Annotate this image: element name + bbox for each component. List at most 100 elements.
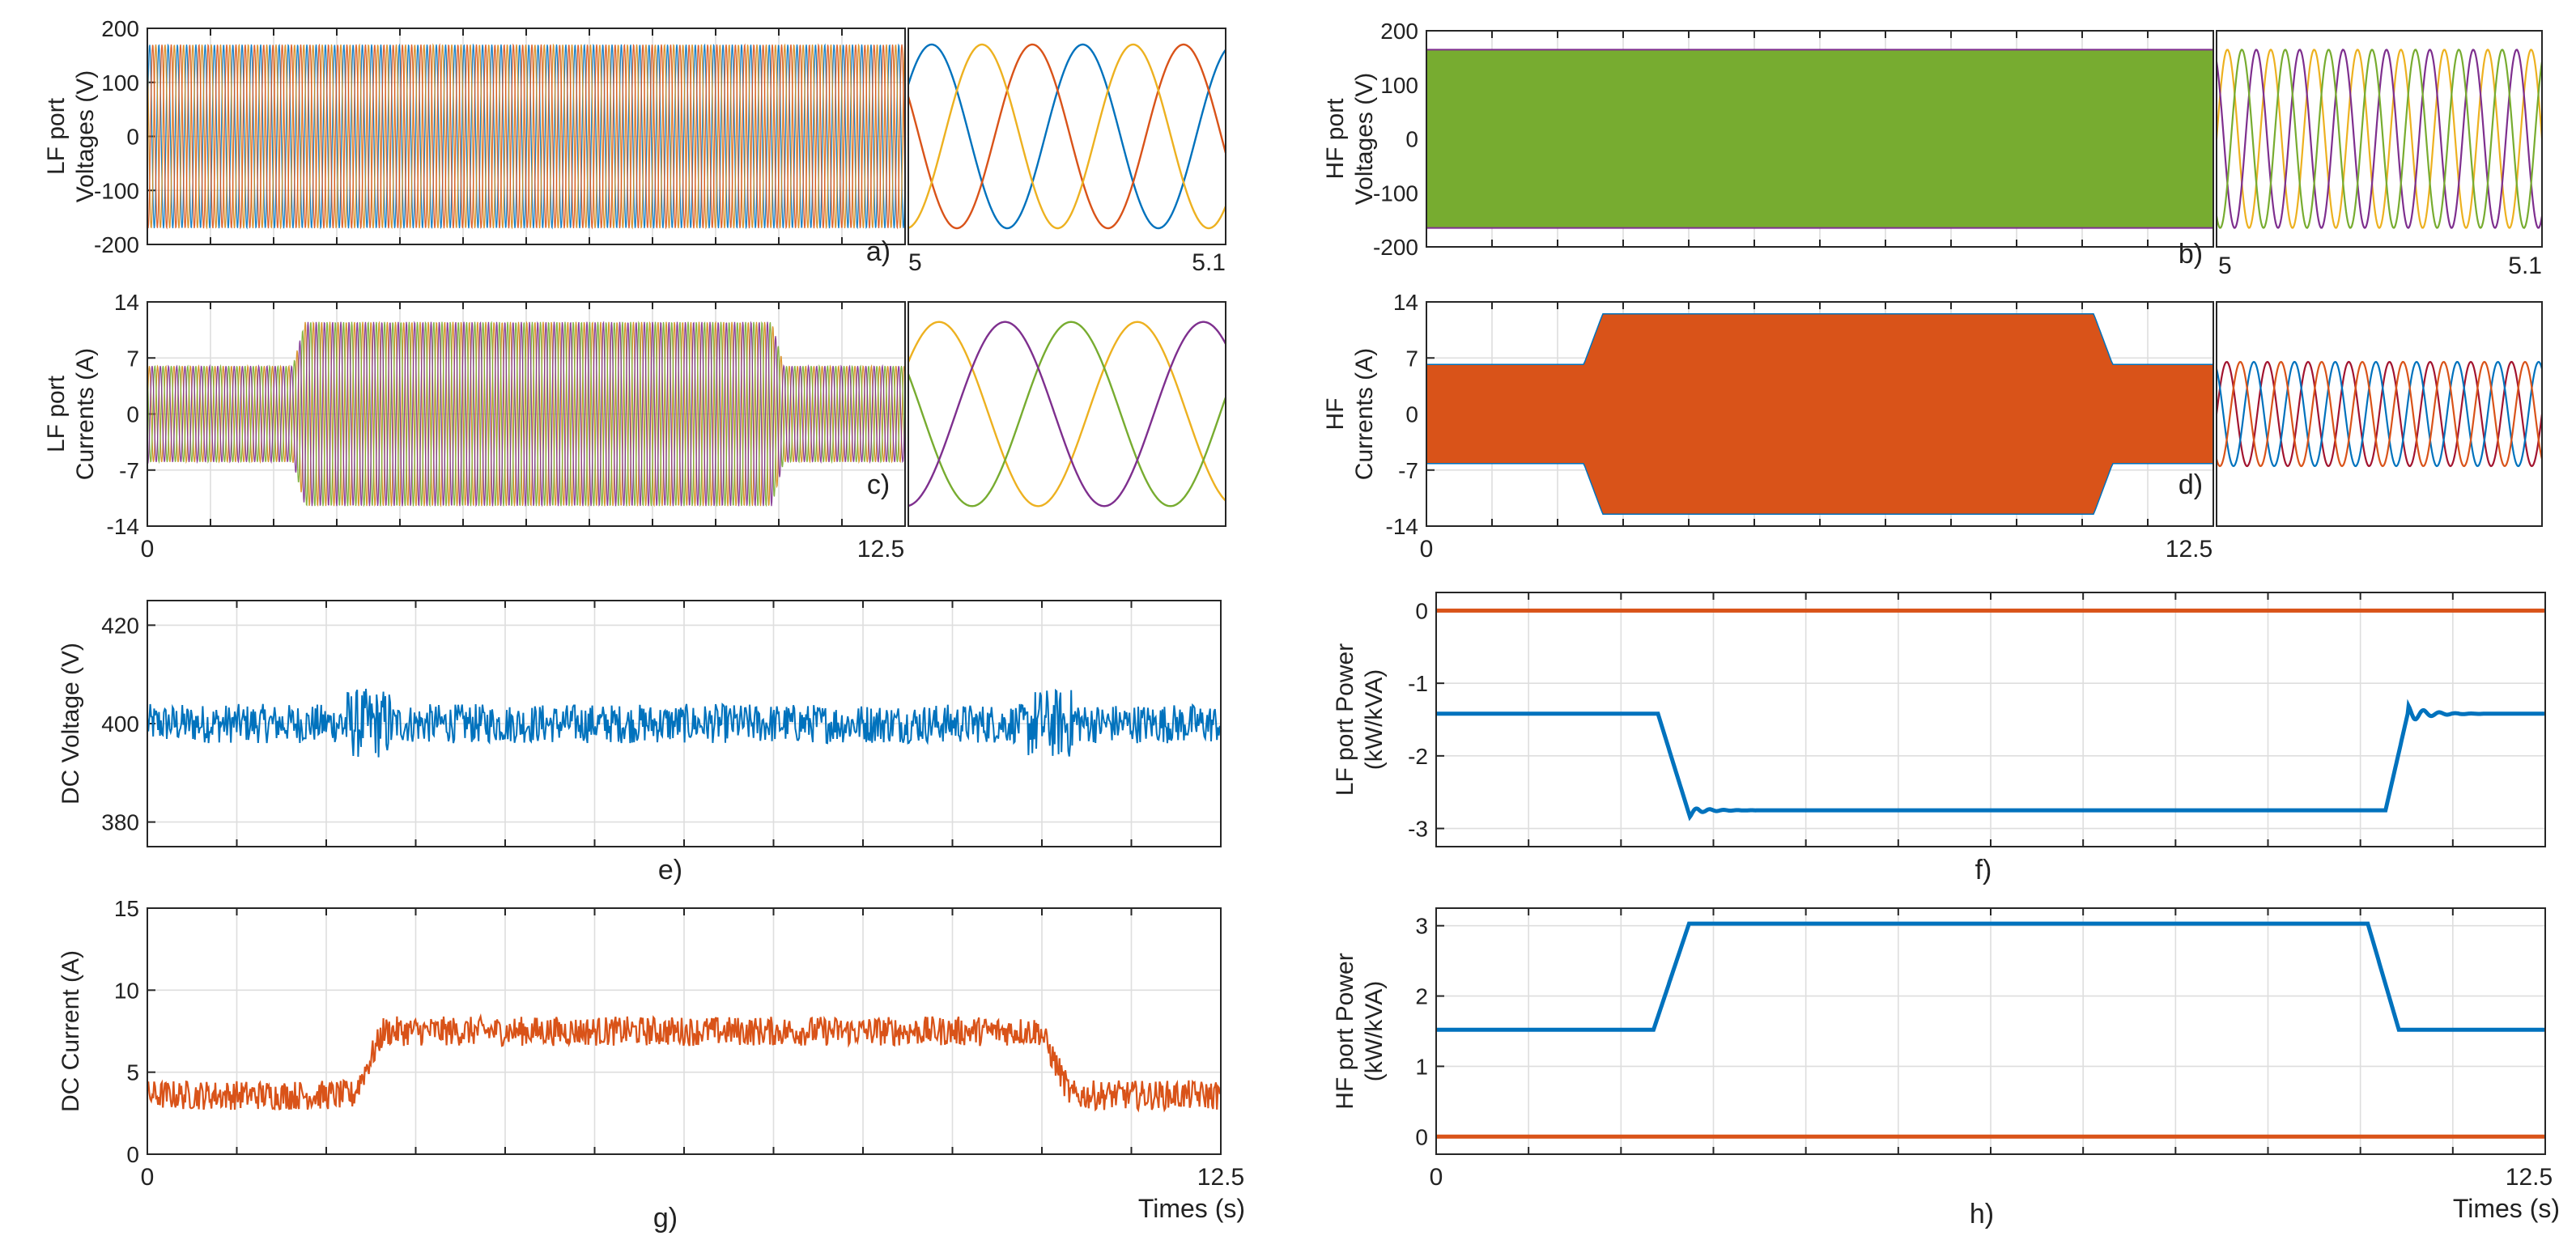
y-tick-label: -7 xyxy=(1398,458,1418,483)
plot-frame xyxy=(1435,592,2546,847)
x-tick-label: 12.5 xyxy=(2506,1164,2553,1191)
y-tick-label: 400 xyxy=(101,711,139,737)
panel-a: -200 -100 0 100 200 LF port Voltages (V) a) 5 5.1 xyxy=(43,16,1227,276)
y-tick-label: 15 xyxy=(114,896,139,921)
y-tick-label: -2 xyxy=(1408,744,1428,769)
y-tick-label: 0 xyxy=(126,402,139,427)
y-tick-label: 14 xyxy=(114,290,139,315)
y-tick-label: 7 xyxy=(1405,346,1418,371)
y-tick-label: 0 xyxy=(126,1142,139,1167)
waveform-series-orange xyxy=(147,43,906,230)
x-tick-label: 12.5 xyxy=(857,536,904,563)
y-tick-label: 1 xyxy=(1415,1054,1428,1079)
panel-f: -3 -2 -1 0 LF port Power (kW/kVA) f) xyxy=(1332,592,2546,885)
y-tick-label: 2 xyxy=(1415,984,1428,1009)
zoom-waveform-green xyxy=(907,321,1227,507)
y-tick-label: 100 xyxy=(1380,73,1418,98)
zoom-x-tick-label: 5.1 xyxy=(1192,249,1226,276)
x-axis-label: Times (s) xyxy=(2453,1194,2560,1223)
y-axis-label: HF port xyxy=(1322,98,1349,180)
panel-label: d) xyxy=(2179,469,2203,500)
series-active-power xyxy=(1436,699,2545,822)
zoom-waveform-yellow xyxy=(907,321,1226,507)
zoom-waveform-red xyxy=(2215,360,2544,468)
y-tick-label: 0 xyxy=(126,125,139,150)
y-axis-label: HF xyxy=(1322,398,1349,431)
panel-label: a) xyxy=(866,236,891,267)
y-axis-label: HF port Power xyxy=(1332,953,1358,1109)
plot-frame xyxy=(147,301,906,527)
y-axis-label: LF port Power xyxy=(1332,643,1358,796)
y-tick-label: -1 xyxy=(1408,671,1428,696)
zoom-waveform-blue xyxy=(907,43,1226,230)
waveform-band-green xyxy=(1426,49,2213,228)
zoom-waveform-purple xyxy=(908,321,1227,507)
waveform-series-blue xyxy=(147,43,906,230)
panel-d: -14 -7 0 7 14 HF Currents (A) d) 0 12.5 xyxy=(1322,290,2544,563)
y-tick-label: -200 xyxy=(94,232,139,257)
panel-label: g) xyxy=(653,1203,678,1234)
y-tick-label: 14 xyxy=(1393,290,1418,315)
panel-g: 0 5 10 15 DC Current (A) g) 0 12.5 Times (s) xyxy=(57,896,1245,1234)
zoom-x-tick-label: 5.1 xyxy=(2508,253,2542,279)
plot-frame xyxy=(1426,301,2214,527)
zoom-inset-frame xyxy=(908,301,1226,527)
y-tick-label: 3 xyxy=(1415,914,1428,939)
zoom-waveform-orange xyxy=(2215,360,2544,468)
y-tick-label: 380 xyxy=(101,810,139,835)
y-tick-label: -200 xyxy=(1373,235,1418,260)
x-tick-label: 12.5 xyxy=(1197,1164,1244,1191)
x-tick-label: 0 xyxy=(1430,1164,1443,1191)
panel-h: 0 1 2 3 HF port Power (kW/kVA) h) 0 12.5 Times (s… xyxy=(1332,907,2560,1229)
panel-label: b) xyxy=(2179,239,2203,270)
waveform-band-orange xyxy=(1426,313,2214,515)
zoom-waveform-orange xyxy=(907,43,1227,230)
panel-label: e) xyxy=(658,855,682,885)
panel-label: f) xyxy=(1975,855,1992,885)
y-axis-label: LF port xyxy=(43,97,70,175)
waveform-series-purple xyxy=(147,321,906,507)
dc-voltage-series xyxy=(147,688,1221,758)
plot-frame xyxy=(1426,30,2214,248)
y-axis-label: Currents (A) xyxy=(72,348,99,480)
panel-b: -200 -100 0 100 200 HF port Voltages (V) b) 5 5.1 xyxy=(1322,19,2544,279)
zoom-waveform-green xyxy=(2215,49,2544,229)
y-tick-label: -100 xyxy=(1373,180,1418,206)
y-tick-label: 7 xyxy=(126,346,139,371)
y-tick-label: 0 xyxy=(1405,402,1418,427)
dc-current-series xyxy=(146,1013,1221,1113)
y-axis-label: LF port xyxy=(43,375,70,452)
y-axis-label: Voltages (V) xyxy=(72,70,99,202)
y-tick-label: 100 xyxy=(101,70,139,96)
x-tick-label: 0 xyxy=(141,1164,155,1191)
y-axis-label: DC Voltage (V) xyxy=(57,643,84,805)
zoom-x-tick-label: 5 xyxy=(2218,253,2232,279)
zoom-waveform-blue xyxy=(2215,360,2544,468)
plot-frame xyxy=(1435,907,2546,1155)
y-tick-label: -3 xyxy=(1408,817,1428,842)
panel-label: h) xyxy=(1970,1199,1994,1229)
y-tick-label: 200 xyxy=(101,16,139,41)
y-tick-label: -100 xyxy=(94,178,139,203)
zoom-waveform-yellow xyxy=(2215,49,2544,229)
x-tick-label: 0 xyxy=(141,536,155,563)
zoom-x-tick-label: 5 xyxy=(908,249,922,276)
y-tick-label: 5 xyxy=(126,1060,139,1085)
zoom-inset-frame xyxy=(2216,301,2543,527)
zoom-inset-frame xyxy=(908,28,1226,245)
y-tick-label: -14 xyxy=(1386,514,1418,539)
y-axis-label: DC Current (A) xyxy=(57,950,84,1112)
series-active-power xyxy=(1436,921,2545,1032)
x-tick-label: 12.5 xyxy=(2166,536,2213,563)
y-tick-label: 10 xyxy=(114,978,139,1003)
panel-label: c) xyxy=(867,469,890,500)
y-tick-label: 0 xyxy=(1405,127,1418,152)
zoom-inset-frame xyxy=(2216,30,2543,248)
plot-frame xyxy=(147,28,906,245)
y-axis-label: (kW/kVA) xyxy=(1361,669,1388,770)
y-tick-label: 0 xyxy=(1415,598,1428,623)
x-tick-label: 0 xyxy=(1420,536,1434,563)
waveform-series-green xyxy=(147,321,906,507)
y-axis-label: (kW/kVA) xyxy=(1361,981,1388,1081)
